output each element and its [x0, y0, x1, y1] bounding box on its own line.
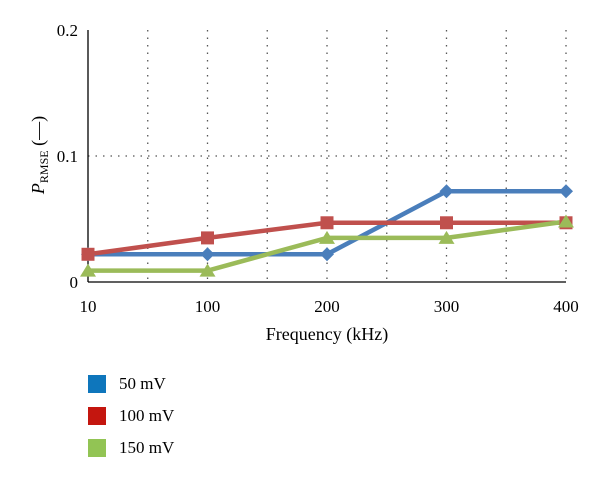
- y-tick-label: 0.1: [57, 147, 78, 166]
- y-axis-title: PRMSE (—): [28, 116, 51, 195]
- y-tick-labels: 0 0.1 0.2: [57, 21, 78, 292]
- legend-item: 150 mV: [88, 432, 174, 464]
- triangle-marker: [319, 230, 335, 244]
- x-tick-label: 400: [553, 297, 579, 316]
- x-axis-title: Frequency (kHz): [266, 324, 388, 345]
- y-tick-label: 0: [70, 273, 79, 292]
- y-axis-title-sub: RMSE: [37, 150, 51, 183]
- x-tick-label: 100: [195, 297, 221, 316]
- triangle-marker: [438, 230, 455, 244]
- square-marker: [81, 247, 95, 261]
- diamond-marker: [320, 247, 334, 262]
- diamond-marker: [439, 184, 454, 199]
- x-tick-labels: 10 100 200 300 400: [80, 297, 579, 316]
- legend: 50 mV 100 mV 150 mV: [88, 368, 174, 464]
- legend-item: 50 mV: [88, 368, 174, 400]
- line-chart: 0 0.1 0.2 10 100 200 300 400 Frequency (kHz) P…: [28, 21, 579, 345]
- legend-label: 150 mV: [119, 438, 175, 457]
- legend-label: 50 mV: [119, 374, 166, 393]
- x-tick-label: 200: [314, 297, 340, 316]
- y-axis-title-unit: (—): [28, 116, 49, 151]
- legend-swatch: [88, 375, 106, 393]
- triangle-marker: [199, 263, 216, 277]
- series-markers: [80, 184, 574, 277]
- square-marker: [320, 216, 334, 230]
- legend-swatch: [88, 407, 106, 425]
- legend-swatch: [88, 439, 106, 457]
- axes: [87, 30, 566, 283]
- diamond-marker: [200, 247, 215, 262]
- square-marker: [440, 216, 453, 230]
- legend-label: 100 mV: [119, 406, 175, 425]
- y-axis-title-main: P: [28, 183, 48, 195]
- legend-item: 100 mV: [88, 400, 174, 432]
- x-tick-label: 300: [434, 297, 460, 316]
- square-marker: [201, 231, 214, 245]
- y-tick-label: 0.2: [57, 21, 78, 40]
- triangle-marker: [558, 214, 574, 228]
- diamond-marker: [559, 184, 573, 199]
- x-tick-label: 10: [80, 297, 97, 316]
- triangle-marker: [80, 263, 96, 277]
